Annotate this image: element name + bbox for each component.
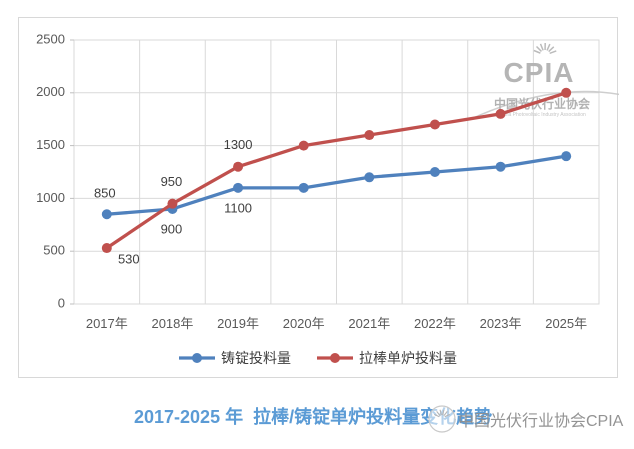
legend-item-labang: 拉棒单炉投料量 [317,348,457,368]
data-label: 1100 [224,200,252,215]
x-axis-tick-label: 2017年 [86,316,128,331]
x-axis-tick-label: 2022年 [414,316,456,331]
data-label: 850 [94,186,116,201]
y-axis-tick-label: 2500 [36,31,65,46]
legend-marker-icon [317,353,353,363]
chart-legend: 铸锭投料量 拉棒单炉投料量 [19,348,617,368]
x-axis-tick-label: 2020年 [283,316,325,331]
plot-border [73,39,600,305]
chart-frame: 0 500 1000 1500 2000 2500 2017年 2018年 2019年 2020年… [18,17,619,378]
y-axis-tick-label: 1000 [36,190,65,205]
line-chart: 0 500 1000 1500 2000 2500 2017年 2018年 2019年 2020年… [36,31,619,331]
data-labels: 850 900 950 1100 1300 530 [94,137,253,266]
data-label: 530 [118,251,140,266]
data-point [298,182,309,193]
watermark-text: 中国光伏行业协会CPIA [458,413,624,430]
data-point [495,108,506,119]
data-point [364,172,375,183]
legend-marker-icon [179,353,215,363]
legend-label: 铸锭投料量 [221,350,291,366]
watermark-seal-icon [428,405,456,433]
y-axis-tick-label: 1500 [36,137,65,152]
data-point [429,119,440,130]
y-axis-tick-label: 500 [43,243,65,258]
series-拉棒单炉投料量 [101,87,572,254]
x-axis-tick-label: 2025年 [545,316,587,331]
data-point [167,198,178,209]
sun-rays-icon [533,42,557,54]
cpia-acronym: CPIA [504,57,575,88]
x-axis-tick-label: 2023年 [480,316,522,331]
legend-label: 拉棒单炉投料量 [359,350,457,366]
data-point [561,87,572,98]
legend-item-zhuding: 铸锭投料量 [179,348,291,368]
data-point [495,161,506,172]
data-point [233,161,244,172]
y-axis-tick-label: 0 [58,295,65,310]
data-point [233,182,244,193]
y-axis-tick-label: 2000 [36,84,65,99]
cpia-name-cn: 中国光伏行业协会 [494,96,591,111]
x-axis-tick-label: 2018年 [151,316,193,331]
axes: 0 500 1000 1500 2000 2500 2017年 2018年 2019年 2020年… [36,31,587,331]
data-point [561,151,572,162]
data-point [429,167,440,177]
data-point [101,243,112,254]
data-point [364,130,375,141]
data-point [101,209,112,220]
data-point [298,140,309,151]
data-label: 900 [161,221,183,236]
x-axis-tick-label: 2019年 [217,316,259,331]
cpia-name-en: China Photovoltaic Industry Association [498,112,586,118]
x-axis-tick-label: 2021年 [348,316,390,331]
data-label: 1300 [224,137,253,152]
data-label: 950 [161,174,183,189]
